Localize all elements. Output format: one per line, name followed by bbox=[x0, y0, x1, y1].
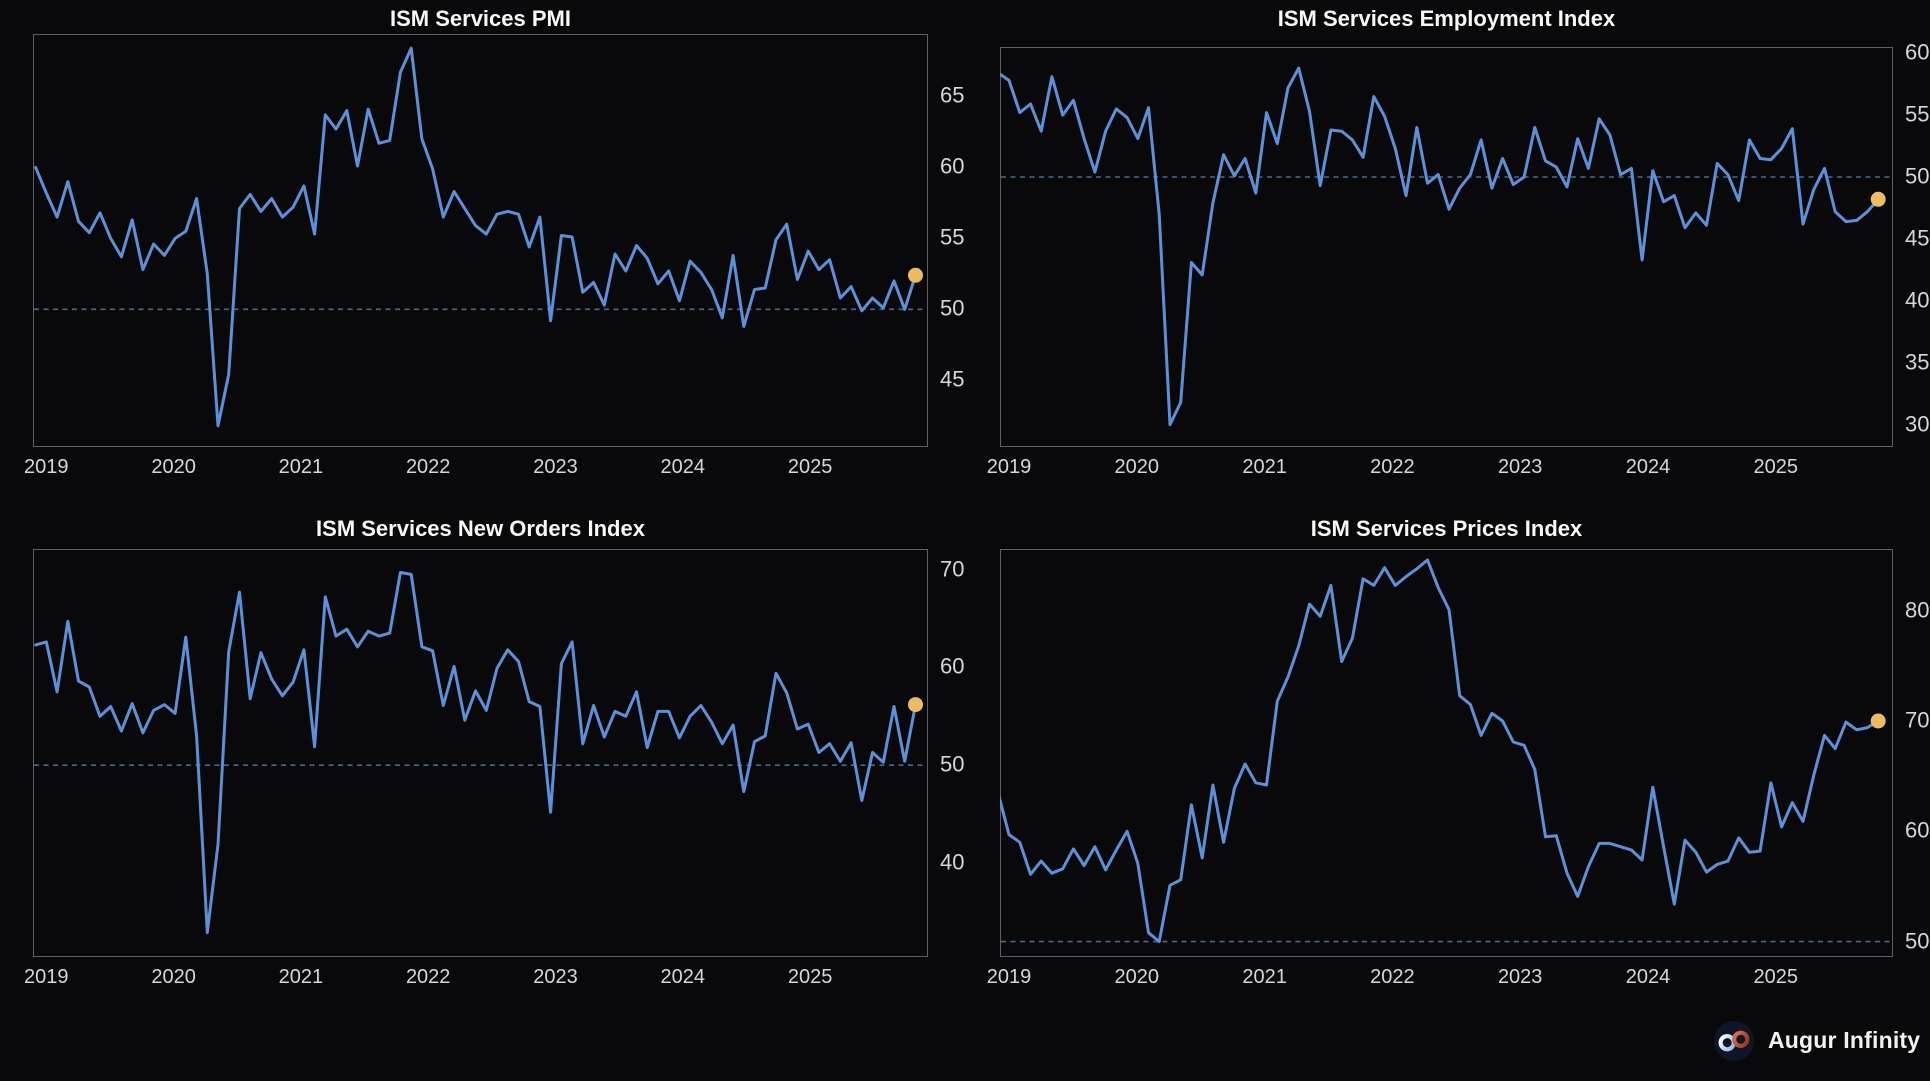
x-axis-tick-label: 2025 bbox=[1753, 966, 1799, 988]
y-axis-tick-label: 40 bbox=[1905, 287, 1930, 313]
y-axis-tick-label: 45 bbox=[940, 366, 965, 392]
y-axis-tick-label: 80 bbox=[1905, 597, 1930, 623]
x-axis-tick-label: 2022 bbox=[1370, 456, 1415, 478]
y-axis-tick-label: 70 bbox=[1905, 707, 1930, 733]
x-axis-tick-label: 2021 bbox=[1242, 966, 1287, 988]
latest-point-dot bbox=[1870, 713, 1886, 729]
x-axis-tick-label: 2019 bbox=[986, 966, 1032, 988]
ism-services-pmi-plot bbox=[33, 34, 928, 447]
ism-services-new-orders-plot bbox=[33, 549, 928, 957]
y-axis-tick-label: 50 bbox=[940, 751, 965, 777]
x-axis-tick-label: 2024 bbox=[1625, 456, 1671, 478]
x-axis-tick-label: 2025 bbox=[787, 456, 833, 478]
plot-border bbox=[33, 549, 928, 957]
chart-title-prices: ISM Services Prices Index bbox=[1310, 516, 1583, 541]
y-axis-tick-label: 60 bbox=[940, 653, 965, 679]
x-axis-tick-label: 2023 bbox=[533, 966, 578, 988]
x-axis-tick-label: 2025 bbox=[787, 966, 833, 988]
y-axis-tick-label: 55 bbox=[1905, 101, 1930, 127]
x-axis-tick-label: 2023 bbox=[1497, 456, 1543, 478]
ism-services-prices-line bbox=[1000, 558, 1880, 944]
x-axis-tick-label: 2021 bbox=[1242, 456, 1287, 478]
plot-border bbox=[33, 34, 928, 447]
plot-border bbox=[1000, 549, 1893, 957]
x-axis-tick-label: 2020 bbox=[1114, 966, 1160, 988]
y-axis-tick-label: 40 bbox=[940, 849, 965, 875]
chart-title-pmi: ISM Services PMI bbox=[390, 6, 571, 31]
x-axis-tick-label: 2024 bbox=[660, 456, 706, 478]
x-axis-tick-label: 2022 bbox=[1370, 966, 1415, 988]
y-axis-tick-label: 50 bbox=[940, 295, 965, 321]
y-axis-tick-label: 55 bbox=[940, 224, 965, 250]
ism-services-new-orders-line bbox=[34, 571, 917, 934]
y-axis-tick-label: 50 bbox=[1905, 928, 1930, 954]
ism-services-pmi-line bbox=[34, 46, 917, 428]
latest-point-dot bbox=[908, 267, 923, 283]
x-axis-tick-label: 2021 bbox=[278, 966, 324, 988]
x-axis-tick-label: 2024 bbox=[1625, 966, 1671, 988]
x-axis-tick-label: 2022 bbox=[405, 966, 451, 988]
ism-services-employment-line bbox=[1000, 66, 1880, 427]
x-axis-tick-label: 2020 bbox=[1114, 456, 1160, 478]
y-axis-tick-label: 60 bbox=[940, 153, 965, 179]
x-axis-tick-label: 2023 bbox=[533, 456, 578, 478]
latest-point-dot bbox=[1870, 191, 1886, 207]
x-axis-tick-label: 2019 bbox=[24, 966, 69, 988]
latest-point-dot bbox=[908, 697, 923, 713]
ism-services-employment-plot bbox=[1000, 47, 1893, 447]
x-axis-tick-label: 2020 bbox=[151, 456, 196, 478]
x-axis-tick-label: 2019 bbox=[24, 456, 69, 478]
y-axis-tick-label: 65 bbox=[940, 82, 965, 108]
plot-border bbox=[1000, 47, 1893, 447]
y-axis-tick-label: 60 bbox=[1905, 817, 1930, 843]
y-axis-tick-label: 30 bbox=[1905, 411, 1930, 437]
y-axis-tick-label: 35 bbox=[1905, 349, 1930, 375]
x-axis-tick-label: 2024 bbox=[660, 966, 706, 988]
y-axis-tick-label: 60 bbox=[1905, 39, 1930, 65]
infinity-icon bbox=[1714, 1021, 1754, 1061]
ism-services-prices-plot bbox=[1000, 549, 1893, 957]
y-axis-tick-label: 70 bbox=[940, 556, 965, 582]
x-axis-tick-label: 2019 bbox=[986, 456, 1032, 478]
x-axis-tick-label: 2020 bbox=[151, 966, 196, 988]
chart-title-new-orders: ISM Services New Orders Index bbox=[316, 516, 645, 541]
x-axis-tick-label: 2023 bbox=[1497, 966, 1543, 988]
y-axis-tick-label: 50 bbox=[1905, 163, 1930, 189]
chart-title-employment: ISM Services Employment Index bbox=[1277, 6, 1616, 31]
x-axis-tick-label: 2022 bbox=[405, 456, 451, 478]
x-axis-tick-label: 2025 bbox=[1753, 456, 1799, 478]
x-axis-tick-label: 2021 bbox=[278, 456, 324, 478]
brand-name: Augur Infinity bbox=[1768, 1027, 1921, 1053]
y-axis-tick-label: 45 bbox=[1905, 225, 1930, 251]
